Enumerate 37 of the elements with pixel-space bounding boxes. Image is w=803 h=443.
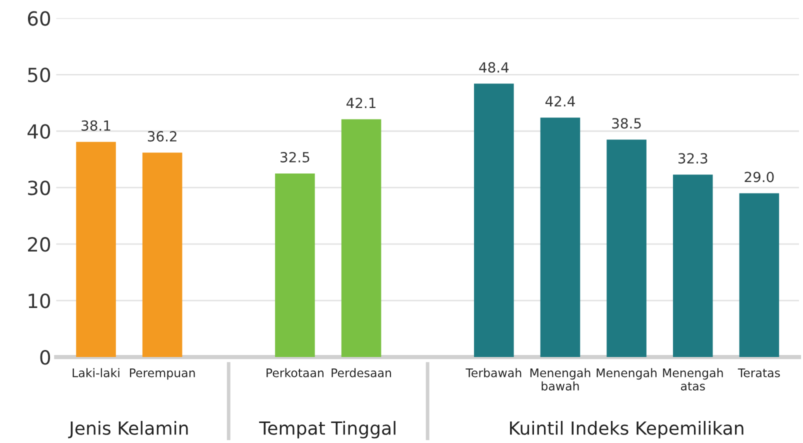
data-label: 32.3 (678, 153, 708, 164)
x-tick-label: Menengah bawah (530, 368, 590, 391)
data-label: 32.5 (280, 152, 310, 162)
x-tick-label: Laki-laki (72, 368, 120, 378)
bar (540, 118, 580, 358)
data-label: 38.5 (612, 118, 641, 129)
text: Kuintil Indeks Kepemilikan (510, 420, 744, 438)
y-tick-label: 60 (28, 11, 50, 26)
data-label: 48.4 (479, 62, 509, 73)
y-tick-label: 30 (28, 180, 50, 196)
data-label: 29.0 (744, 172, 774, 182)
x-tick-label: Perempuan (130, 368, 195, 380)
y-tick-label: 20 (28, 237, 50, 252)
x-tick-label: Perkotaan (266, 368, 324, 378)
x-tick-label: Terbawah (466, 368, 522, 378)
x-tick-label: Menengah (596, 368, 656, 380)
text: Tempat Tinggal (259, 420, 396, 438)
bar (341, 119, 382, 358)
y-tick-label: 0 (40, 350, 50, 365)
bar (739, 193, 780, 358)
data-label: 42.4 (545, 96, 575, 106)
x-tick-label: Menengah atas (663, 368, 723, 391)
bar (606, 140, 646, 358)
bar (142, 152, 182, 358)
data-label: 42.1 (346, 98, 376, 108)
y-tick-label: 10 (28, 294, 50, 308)
data-label: 36.2 (148, 131, 176, 142)
bar (672, 174, 713, 358)
bar (275, 173, 315, 358)
x-tick-label: Perdesaan (332, 368, 392, 378)
text: Jenis Kelamin (68, 420, 188, 438)
y-tick-label: 50 (28, 68, 50, 82)
data-label: 38.1 (82, 120, 110, 131)
y-tick-label: 40 (28, 124, 50, 139)
x-tick-label: Teratas (738, 368, 780, 378)
bar (76, 142, 116, 358)
bar (474, 84, 514, 358)
